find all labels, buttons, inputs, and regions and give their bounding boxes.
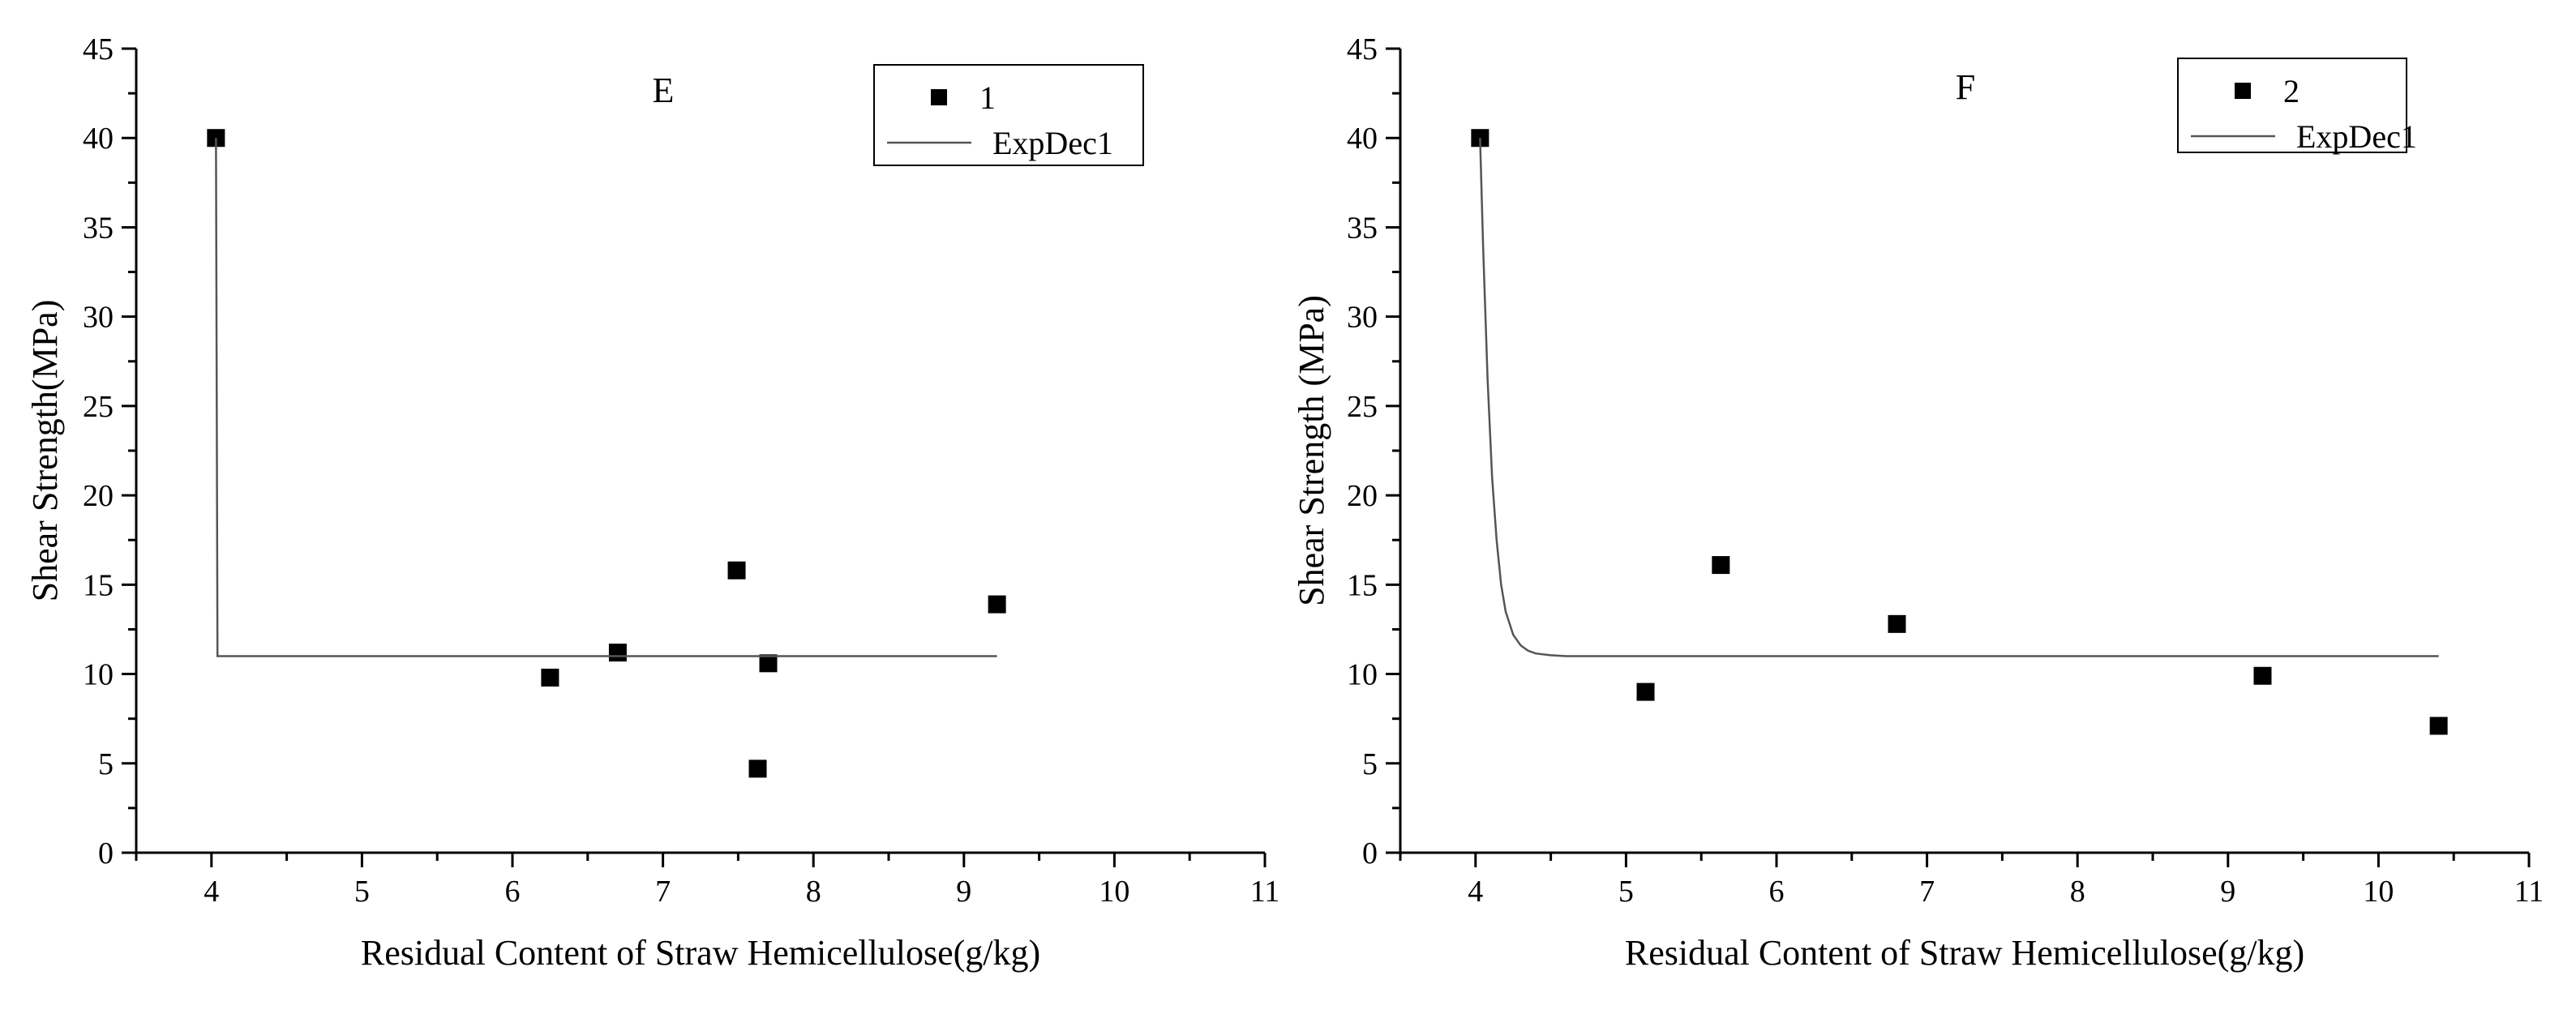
x-tick-label: 5 (354, 875, 370, 909)
legend-label: ExpDec1 (992, 125, 1113, 161)
data-point (2429, 717, 2448, 735)
legend-marker-swatch (931, 89, 947, 105)
y-tick-label: 25 (83, 390, 114, 424)
x-axis-title: Residual Content of Straw Hemicellulose(… (361, 933, 1040, 973)
legend-label: ExpDec1 (2296, 118, 2417, 155)
x-tick-label: 10 (2363, 875, 2394, 909)
data-point (988, 595, 1006, 614)
data-point (1888, 614, 1906, 633)
y-tick-label: 20 (1347, 479, 1378, 513)
x-tick-label: 6 (1769, 875, 1785, 909)
fit-curve-expdec1 (215, 138, 997, 657)
x-tick-label: 11 (1250, 875, 1280, 909)
panel-letter: E (653, 71, 675, 110)
legend: 1 ExpDec1 (873, 64, 1144, 166)
y-tick-label: 35 (83, 211, 114, 245)
y-tick-label: 45 (83, 32, 114, 66)
y-tick-label: 15 (83, 568, 114, 602)
fit-curve-expdec1 (1479, 138, 2439, 657)
y-tick-label: 40 (83, 122, 114, 156)
x-tick-label: 5 (1618, 875, 1634, 909)
x-tick-label: 9 (956, 875, 971, 909)
data-point (541, 668, 559, 687)
data-point (608, 644, 627, 662)
y-axis-title: Shear Strength (MPa) (1292, 295, 1331, 606)
x-tick-label: 11 (2514, 875, 2544, 909)
x-tick-label: 6 (505, 875, 521, 909)
data-point (1636, 682, 1655, 701)
x-tick-label: 4 (204, 875, 219, 909)
y-axis-title: Shear Strength(MPa) (25, 300, 65, 602)
x-tick-label: 7 (1919, 875, 1935, 909)
y-tick-label: 25 (1347, 390, 1378, 424)
x-tick-label: 8 (2070, 875, 2085, 909)
y-tick-label: 30 (1347, 301, 1378, 335)
y-tick-label: 0 (98, 836, 114, 871)
legend-label: 1 (979, 79, 996, 116)
data-point (1712, 556, 1730, 575)
legend-label: 2 (2283, 73, 2300, 109)
legend-marker-swatch (2235, 83, 2251, 99)
y-tick-label: 35 (1347, 211, 1378, 245)
y-tick-label: 5 (98, 747, 114, 781)
y-tick-label: 10 (83, 658, 114, 692)
y-tick-label: 15 (1347, 568, 1378, 602)
legend-box (873, 64, 1144, 166)
data-point (727, 561, 746, 580)
x-tick-label: 7 (655, 875, 671, 909)
x-tick-label: 10 (1099, 875, 1129, 909)
panel-letter: F (1956, 67, 1975, 107)
y-tick-label: 30 (83, 301, 114, 335)
y-tick-label: 5 (1362, 747, 1378, 781)
x-tick-label: 4 (1468, 875, 1483, 909)
y-tick-label: 45 (1347, 32, 1378, 66)
y-tick-label: 20 (83, 479, 114, 513)
x-tick-label: 9 (2220, 875, 2235, 909)
data-point (748, 759, 767, 778)
y-tick-label: 0 (1362, 836, 1378, 871)
legend: 2 ExpDec1 (2177, 58, 2417, 155)
y-tick-label: 10 (1347, 658, 1378, 692)
data-point (2253, 666, 2272, 685)
x-axis-title: Residual Content of Straw Hemicellulose(… (1625, 933, 2304, 973)
y-tick-label: 40 (1347, 122, 1378, 156)
data-point (759, 654, 778, 673)
x-tick-label: 8 (806, 875, 821, 909)
